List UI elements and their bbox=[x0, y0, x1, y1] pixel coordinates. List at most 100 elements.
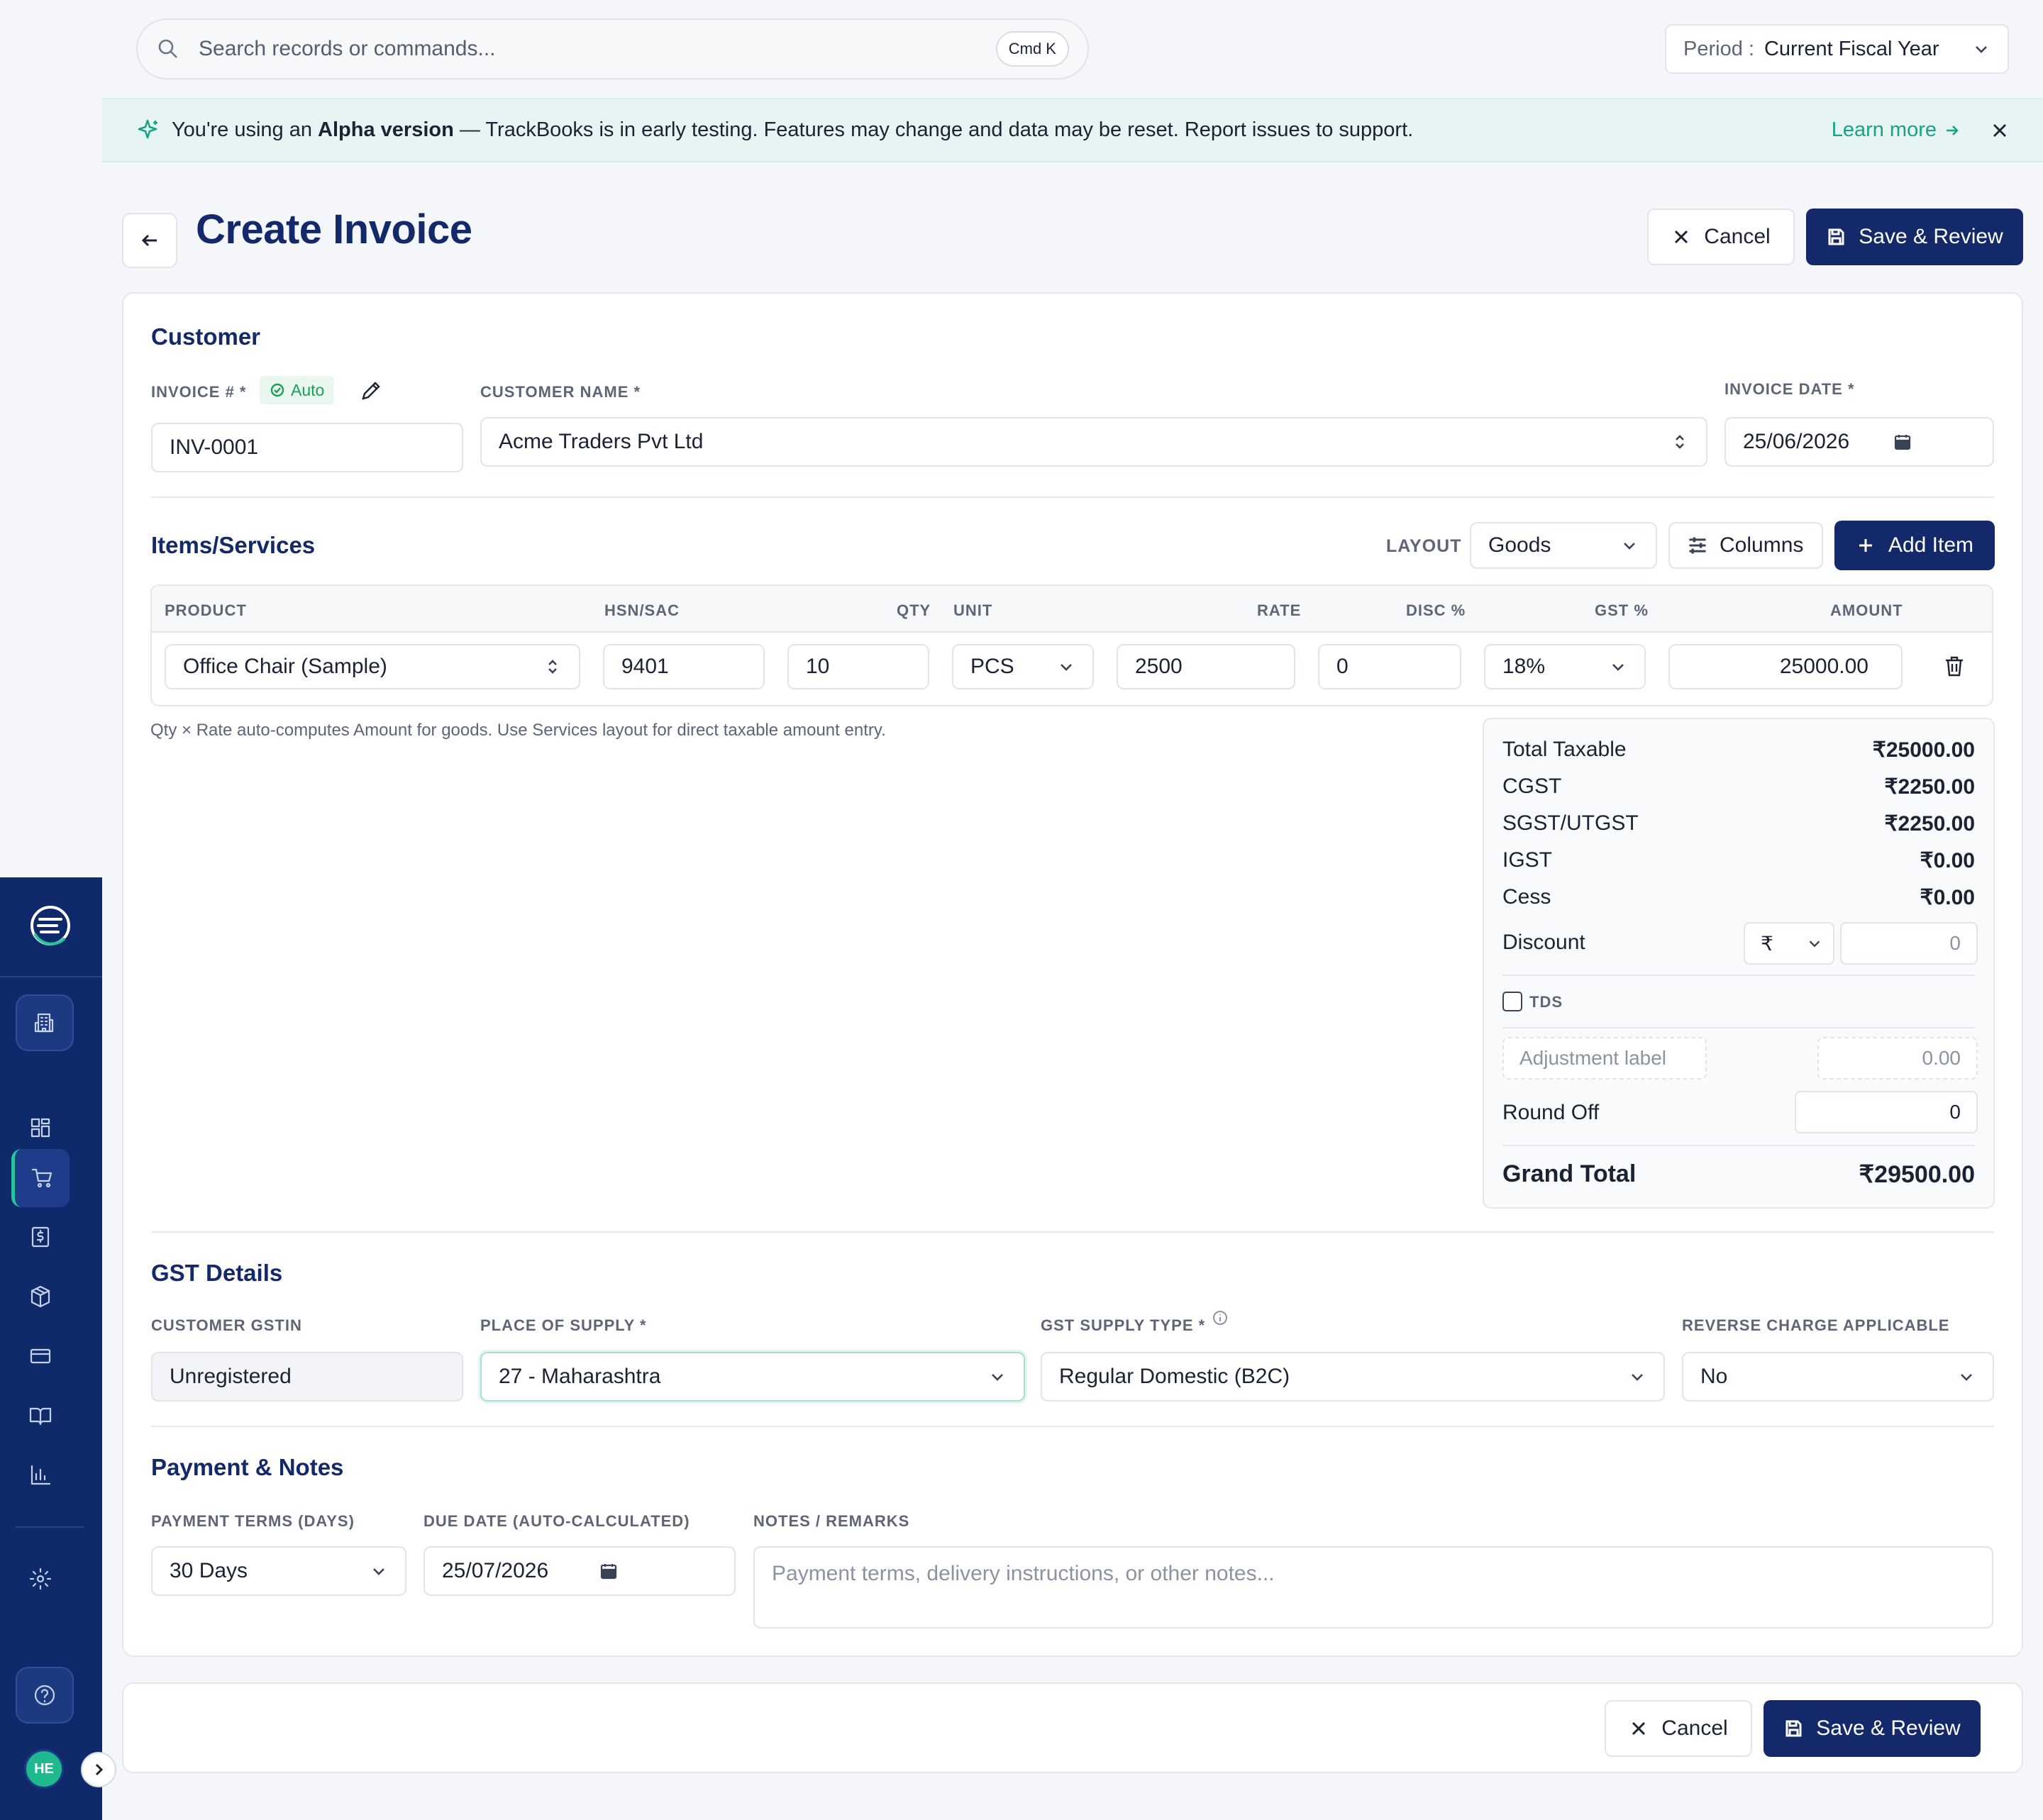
col-gst: GST % bbox=[1595, 601, 1649, 619]
sidebar-item-ledger[interactable] bbox=[11, 1387, 70, 1444]
customer-name-label: CUSTOMER NAME * bbox=[480, 383, 641, 401]
payment-section-title: Payment & Notes bbox=[151, 1454, 344, 1480]
col-disc: DISC % bbox=[1406, 601, 1466, 619]
amount-input[interactable]: 25000.00 bbox=[1668, 644, 1903, 689]
due-date-label: DUE DATE (AUTO-CALCULATED) bbox=[423, 1512, 690, 1530]
columns-label: Columns bbox=[1720, 533, 1804, 557]
search-bar[interactable]: Search records or commands... Cmd K bbox=[136, 18, 1089, 79]
sidebar-item-expenses[interactable] bbox=[11, 1209, 70, 1265]
invoice-date-label: INVOICE DATE * bbox=[1724, 380, 1855, 398]
gst-rate-select[interactable]: 18% bbox=[1484, 644, 1646, 689]
adjustment-label-input[interactable]: Adjustment label bbox=[1502, 1037, 1707, 1080]
unit-select[interactable]: PCS bbox=[952, 644, 1094, 689]
summary-label: IGST bbox=[1502, 848, 1553, 872]
receipt-dollar-icon bbox=[31, 1226, 50, 1248]
reverse-charge-label: REVERSE CHARGE APPLICABLE bbox=[1682, 1316, 1950, 1334]
footer-save-review-button[interactable]: Save & Review bbox=[1764, 1700, 1981, 1757]
invoice-number-input[interactable]: INV-0001 bbox=[151, 423, 463, 472]
period-value: Current Fiscal Year bbox=[1764, 37, 1939, 60]
shortcut-badge: Cmd K bbox=[995, 31, 1069, 67]
save-icon bbox=[1785, 1720, 1802, 1737]
col-rate: RATE bbox=[1257, 601, 1302, 619]
tds-checkbox[interactable] bbox=[1502, 992, 1522, 1011]
summary-divider bbox=[1502, 1145, 1975, 1146]
search-input[interactable]: Search records or commands... bbox=[199, 37, 496, 60]
back-button[interactable] bbox=[122, 213, 177, 268]
discount-percent-input[interactable]: 0 bbox=[1318, 644, 1461, 689]
user-avatar[interactable]: HE bbox=[24, 1749, 64, 1789]
sidebar-expand-button[interactable] bbox=[81, 1752, 116, 1787]
summary-value: ₹2250.00 bbox=[1884, 775, 1975, 799]
items-hint: Qty × Rate auto-computes Amount for good… bbox=[150, 721, 886, 740]
calendar-icon[interactable] bbox=[599, 1562, 618, 1580]
save-icon bbox=[1828, 228, 1844, 245]
add-item-button[interactable]: Add Item bbox=[1834, 521, 1995, 570]
notes-textarea[interactable]: Payment terms, delivery instructions, or… bbox=[753, 1546, 1993, 1628]
footer-cancel-button[interactable]: Cancel bbox=[1605, 1700, 1752, 1757]
summary-divider bbox=[1502, 1027, 1975, 1028]
layout-select[interactable]: Goods bbox=[1470, 522, 1657, 569]
sidebar-item-reports[interactable] bbox=[11, 1447, 70, 1504]
adjustment-amount-input[interactable]: 0.00 bbox=[1817, 1037, 1978, 1080]
product-select[interactable]: Office Chair (Sample) bbox=[165, 644, 580, 689]
reverse-charge-select[interactable]: No bbox=[1682, 1352, 1994, 1402]
due-date-input[interactable]: 25/07/2026 bbox=[423, 1546, 736, 1596]
discount-input[interactable]: 0 bbox=[1840, 922, 1978, 965]
supply-type-select[interactable]: Regular Domestic (B2C) bbox=[1041, 1352, 1665, 1402]
gstin-value: Unregistered bbox=[170, 1365, 292, 1388]
discount-type-select[interactable]: ₹ bbox=[1744, 922, 1834, 965]
layout-label: LAYOUT bbox=[1386, 536, 1462, 556]
auto-badge-label: Auto bbox=[291, 380, 325, 399]
learn-more-link[interactable]: Learn more bbox=[1832, 118, 1961, 142]
pencil-icon[interactable] bbox=[359, 379, 383, 403]
summary-value: ₹25000.00 bbox=[1872, 738, 1975, 762]
sidebar-item-banking[interactable] bbox=[11, 1328, 70, 1385]
info-icon[interactable] bbox=[1212, 1309, 1229, 1326]
discount-label: Discount bbox=[1502, 931, 1585, 954]
grand-total-value: ₹29500.00 bbox=[1859, 1161, 1975, 1188]
sidebar-item-settings[interactable] bbox=[11, 1550, 70, 1607]
items-table: PRODUCT HSN/SAC QTY UNIT RATE DISC % GST… bbox=[150, 584, 1993, 706]
trash-icon[interactable] bbox=[1942, 654, 1966, 678]
summary-row: IGST ₹0.00 bbox=[1502, 848, 1975, 873]
col-amount: AMOUNT bbox=[1830, 601, 1903, 619]
package-icon bbox=[31, 1285, 50, 1308]
sidebar-item-inventory[interactable] bbox=[11, 1268, 70, 1325]
close-icon bbox=[1675, 230, 1688, 244]
footer-save-label: Save & Review bbox=[1816, 1716, 1961, 1740]
rate-value: 2500 bbox=[1135, 655, 1183, 678]
round-off-input[interactable]: 0 bbox=[1795, 1091, 1978, 1133]
close-icon[interactable] bbox=[1989, 120, 2010, 141]
period-select[interactable]: Period : Current Fiscal Year bbox=[1665, 24, 2009, 74]
rate-input[interactable]: 2500 bbox=[1117, 644, 1295, 689]
chevron-down-icon bbox=[1624, 543, 1635, 550]
columns-button[interactable]: Columns bbox=[1668, 522, 1823, 569]
sidebar-item-sales[interactable] bbox=[11, 1149, 70, 1207]
place-of-supply-select[interactable]: 27 - Maharashtra bbox=[480, 1352, 1025, 1402]
qty-input[interactable]: 10 bbox=[787, 644, 929, 689]
save-review-button[interactable]: Save & Review bbox=[1806, 209, 2023, 265]
bar-chart-icon bbox=[31, 1465, 51, 1485]
adjustment-value: 0.00 bbox=[1922, 1047, 1961, 1069]
cancel-button[interactable]: Cancel bbox=[1647, 209, 1795, 265]
customer-name-select[interactable]: Acme Traders Pvt Ltd bbox=[480, 417, 1707, 467]
hsn-input[interactable]: 9401 bbox=[603, 644, 765, 689]
round-off-value: 0 bbox=[1949, 1101, 1961, 1123]
hsn-value: 9401 bbox=[621, 655, 669, 678]
tds-label: TDS bbox=[1529, 993, 1563, 1011]
app-logo-icon[interactable] bbox=[26, 901, 75, 950]
gstin-input[interactable]: Unregistered bbox=[151, 1352, 463, 1402]
chevron-down-icon bbox=[1961, 1374, 1972, 1381]
invoice-date-input[interactable]: 25/06/2026 bbox=[1724, 417, 1994, 467]
totals-summary: Total Taxable ₹25000.00 CGST ₹2250.00 SGST… bbox=[1483, 718, 1995, 1209]
building-icon bbox=[34, 1013, 54, 1033]
col-unit: UNIT bbox=[953, 601, 993, 619]
grand-total-row: Grand Total ₹29500.00 bbox=[1502, 1160, 1975, 1189]
discount-row: Discount bbox=[1502, 931, 1975, 955]
help-button[interactable] bbox=[16, 1667, 74, 1724]
calendar-icon[interactable] bbox=[1893, 433, 1912, 451]
payment-terms-select[interactable]: 30 Days bbox=[151, 1546, 406, 1596]
sidebar-item-dashboard[interactable] bbox=[11, 1099, 70, 1156]
sidebar-organization-button[interactable] bbox=[16, 994, 74, 1051]
summary-value: ₹2250.00 bbox=[1884, 812, 1975, 836]
